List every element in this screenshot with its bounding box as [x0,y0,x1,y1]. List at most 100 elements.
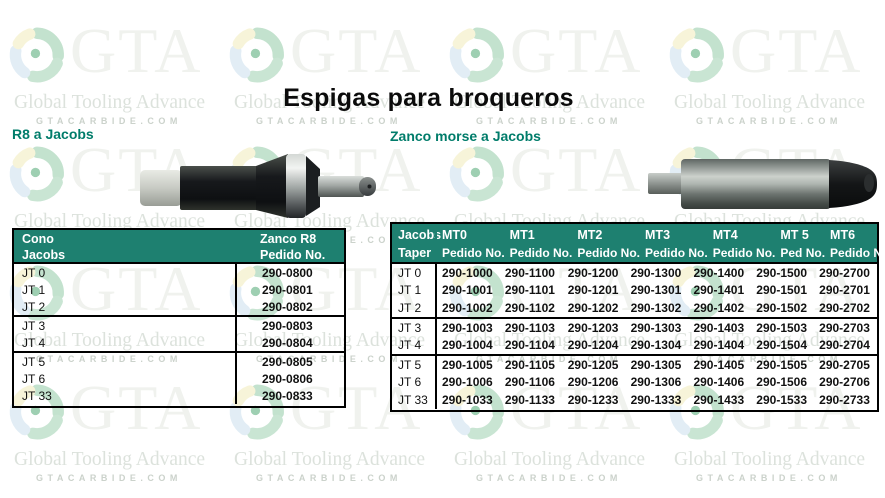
order-number-cell: 290-1503 [756,320,808,335]
order-number-cell: 290-1401 [693,283,745,298]
pedido-no-label: Pedido No. [645,246,708,260]
gta-swirl-logo-icon [229,27,284,83]
order-number-cell: 290-0806 [235,370,344,387]
morse-jacobs-table: Jacobs Taper MT0 Pedido No. MT1 Pedido No. M… [390,222,885,412]
watermark-website-text: GTACARBIDE.COM [256,473,402,483]
order-number-cell: 290-1233 [567,392,619,407]
table-row: JT 6 290-1006 290-1106 290-1206 290-1306 290-… [392,373,877,392]
gta-swirl-logo-icon [449,384,504,440]
watermark-brand-text: GTA [510,15,643,86]
watermark-tile: GTA Global Tooling Advance GTACARBIDE.COM [448,253,663,370]
order-number-cell: 290-1304 [630,338,682,353]
jacobs-taper-cell: JT 2 [398,300,422,315]
mt-label: MT 5 [780,228,809,242]
left-table-header: Cono Jacobs Zanco R8 Pedido No. [14,230,344,264]
row-group: JT 3 290-0803 JT 4 290-0804 [14,315,344,351]
jacobs-taper-cell: JT 5 [22,354,46,369]
mt-label: MT6 [830,228,856,242]
order-number-cells: 290-1001 290-1101 290-1201 290-1301 290-1401… [435,281,877,300]
watermark-company-text: Global Tooling Advance [14,211,206,232]
watermark-company-text: Global Tooling Advance [674,330,866,351]
order-number-cell: 290-1501 [756,283,808,298]
order-number-cells: 290-1004 290-1104 290-1204 290-1304 290-1404… [435,336,877,354]
order-number-cell: 290-0805 [235,353,344,370]
order-number-cell: 290-1006 [442,375,493,390]
order-number-cell: 290-1433 [693,392,745,407]
watermark-brand-text: GTA [730,15,863,86]
watermark-tile: GTA Global Tooling Advance GTACARBIDE.COM [228,253,443,370]
watermark-brand-text: GTA [70,15,203,86]
watermark-company-text: Global Tooling Advance [454,330,646,351]
jacobs-taper-cell: JT 3 [398,320,422,335]
order-number-cells: 290-1006 290-1106 290-1206 290-1306 290-1406… [435,373,877,392]
jacobs-taper-cell: JT 4 [398,338,422,353]
watermark-company-text: Global Tooling Advance [234,92,426,113]
watermark-website-text: GTACARBIDE.COM [256,116,402,126]
watermark-website-text: GTACARBIDE.COM [476,354,622,364]
watermark-tile: GTA Global Tooling Advance GTACARBIDE.COM [448,15,663,132]
order-number-cell: 290-1505 [756,357,808,372]
table-row: JT 4 290-1004 290-1104 290-1204 290-1304 290-… [392,336,877,354]
mt-label: MT2 [577,228,603,242]
order-number-cell: 290-0804 [235,334,344,351]
order-number-cell: 290-1005 [442,357,493,372]
order-number-cell: 290-1004 [442,338,493,353]
watermark-brand-text: GTA [510,372,643,443]
row-group: JT 3 290-1003 290-1103 290-1203 290-1303 290-… [392,316,877,354]
watermark-brand-text: GTA [510,134,643,205]
order-number-cell: 290-1102 [504,300,555,315]
jacobs-taper-cell: JT 4 [22,335,46,350]
watermark-brand-text: GTA [290,253,423,324]
mt-column-header: MT1 Pedido No. [505,226,573,262]
order-number-cell: 290-2701 [819,283,870,298]
order-number-cell: 290-2704 [819,338,870,353]
order-number-cell: 290-1402 [693,300,745,315]
header-line: Jacobs [398,228,442,242]
table-row: JT 1 290-1001 290-1101 290-1201 290-1301 290-… [392,281,877,300]
left-table-body: JT 0 290-0800 JT 1 290-0801 JT 2 290-0802 JT 3… [14,264,344,404]
header-line: Pedido No. [260,248,326,262]
watermark-website-text: GTACARBIDE.COM [696,116,842,126]
row-group: JT 0 290-1000 290-1100 290-1200 290-1300 290-… [392,264,877,317]
order-number-cell: 290-1301 [630,283,682,298]
order-number-cell: 290-1404 [693,338,745,353]
order-number-cell: 290-1100 [504,265,555,280]
jacobs-taper-cell: JT 1 [398,283,422,298]
order-number-cell: 290-1105 [504,357,555,372]
order-number-cell: 290-1305 [630,357,682,372]
gta-swirl-logo-icon [229,265,284,321]
mt-label: MT1 [509,228,535,242]
watermark-company-text: Global Tooling Advance [14,92,206,113]
order-number-cells: 290-1000 290-1100 290-1200 290-1300 290-1400… [435,264,877,282]
watermark-website-text: GTACARBIDE.COM [256,354,402,364]
watermark-company-text: Global Tooling Advance [234,330,426,351]
table-row: JT 3 290-1003 290-1103 290-1203 290-1303 290-… [392,318,877,337]
watermark-company-text: Global Tooling Advance [14,330,206,351]
gta-swirl-logo-icon [9,146,64,202]
table-row: JT 0 290-1000 290-1100 290-1200 290-1300 290-… [392,264,877,282]
table-row: JT 4 290-0804 [14,334,344,351]
order-number-cell: 290-1306 [630,375,682,390]
order-number-cell: 290-0801 [235,281,344,298]
pedido-no-label: Pedido No [830,246,885,260]
order-number-cell: 290-1000 [442,265,493,280]
order-number-cell: 290-1502 [756,300,808,315]
mt-column-header: MT4 Pedido No. [708,226,776,262]
pedido-no-label: Pedido No. [442,246,505,260]
order-number-cell: 290-1033 [442,392,493,407]
order-number-cell: 290-2702 [819,300,870,315]
watermark-website-text: GTACARBIDE.COM [36,473,182,483]
table-row: JT 5 290-0805 [14,353,344,370]
gta-swirl-logo-icon [9,265,64,321]
header-line: Taper [398,246,432,260]
jacobs-taper-cell: JT 0 [22,265,46,280]
table-row: JT 1 290-0801 [14,281,344,298]
header-line: Jacobs [22,248,66,262]
order-number-cell: 290-1405 [693,357,745,372]
jacobs-taper-cell: JT 6 [22,371,46,386]
mt-columns-header-row: MT0 Pedido No. MT1 Pedido No. MT2 Pedido No. M… [435,226,885,262]
mt-column-header: MT0 Pedido No. [437,226,505,262]
table-row: JT 5 290-1005 290-1105 290-1205 290-1305 290-… [392,355,877,374]
order-number-cell: 290-1002 [442,300,493,315]
order-number-cell: 290-0800 [235,264,344,281]
